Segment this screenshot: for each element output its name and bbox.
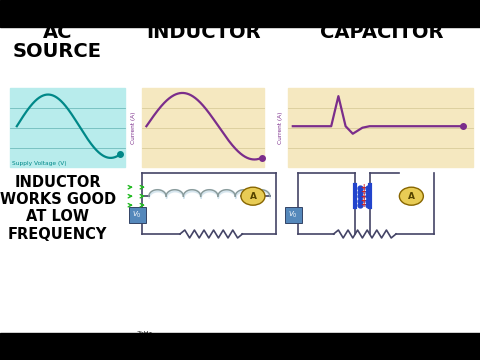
Text: Supply Voltage (V): Supply Voltage (V) <box>12 161 67 166</box>
Text: A: A <box>408 192 415 201</box>
Text: CAPACITOR: CAPACITOR <box>320 23 444 42</box>
Text: 2kHz: 2kHz <box>136 330 152 336</box>
Text: ⬇: ⬇ <box>408 338 416 348</box>
Text: +: + <box>360 183 367 192</box>
Text: ⛶: ⛶ <box>436 338 442 348</box>
Text: Sine Wave: Sine Wave <box>316 341 348 346</box>
Bar <box>430 337 448 350</box>
Text: +: + <box>360 200 367 209</box>
Bar <box>129 207 146 223</box>
Circle shape <box>399 187 423 205</box>
Bar <box>285 207 302 223</box>
Text: Current (A): Current (A) <box>132 112 136 144</box>
Text: +: + <box>360 192 367 201</box>
Text: Run: Run <box>47 341 60 346</box>
Circle shape <box>233 340 242 347</box>
Bar <box>142 88 264 167</box>
Text: $V_0$: $V_0$ <box>288 210 298 220</box>
Text: INDUCTOR: INDUCTOR <box>147 23 261 42</box>
Text: Current (A): Current (A) <box>278 112 283 144</box>
Bar <box>10 88 125 167</box>
Circle shape <box>305 340 314 347</box>
Bar <box>25 340 36 348</box>
Text: A: A <box>250 192 256 201</box>
Text: INDUCTOR
WORKS GOOD
AT LOW
FREQUENCY: INDUCTOR WORKS GOOD AT LOW FREQUENCY <box>0 175 116 242</box>
Circle shape <box>241 187 265 205</box>
Bar <box>288 88 473 167</box>
Bar <box>403 337 421 350</box>
Text: +: + <box>360 196 367 205</box>
Text: Square Wave: Square Wave <box>244 341 285 346</box>
Text: $V_0$: $V_0$ <box>132 210 142 220</box>
Bar <box>0 0 480 27</box>
Text: +: + <box>360 187 367 197</box>
Text: AC
SOURCE: AC SOURCE <box>13 23 102 60</box>
Bar <box>0 333 480 360</box>
Text: ✓: ✓ <box>27 339 34 348</box>
